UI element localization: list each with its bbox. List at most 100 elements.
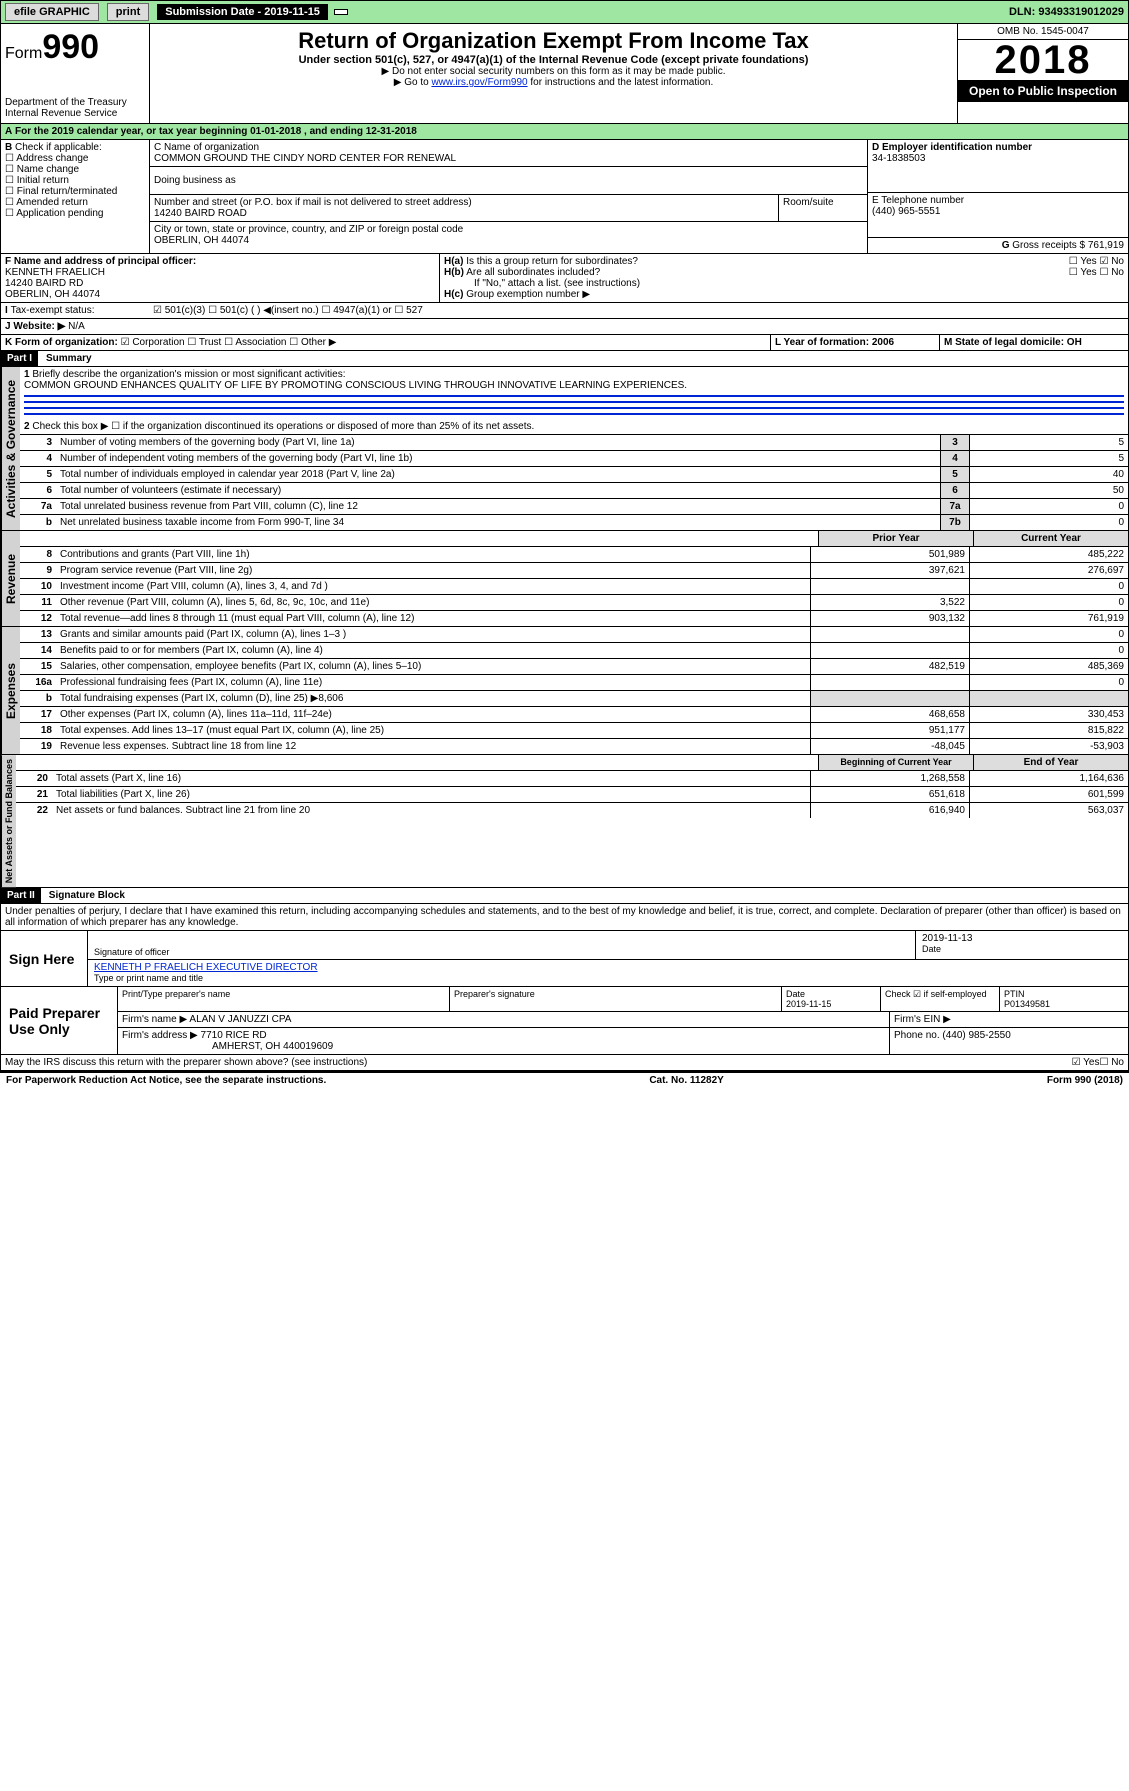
line18-desc: Total expenses. Add lines 13–17 (must eq… [56,723,810,738]
prep-date: 2019-11-15 [786,999,831,1009]
telephone: (440) 965-5551 [872,206,940,217]
firm-name: ALAN V JANUZZI CPA [189,1014,291,1025]
line18-prior: 951,177 [810,723,969,738]
side-revenue: Revenue [1,531,20,626]
line21-desc: Total liabilities (Part X, line 26) [52,787,810,802]
ptin: P01349581 [1004,999,1050,1009]
ha-no[interactable]: No [1099,256,1124,267]
discuss-row: May the IRS discuss this return with the… [0,1055,1129,1071]
line13-current: 0 [969,627,1128,642]
note-ssn: Do not enter social security numbers on … [392,66,725,77]
chk-assoc[interactable]: Association [224,337,286,348]
line9-desc: Program service revenue (Part VIII, line… [56,563,810,578]
officer-name-link[interactable]: KENNETH P FRAELICH EXECUTIVE DIRECTOR [94,962,318,973]
form-header: Form990 Department of the Treasury Inter… [0,24,1129,124]
chk-4947[interactable]: 4947(a)(1) or [321,305,391,316]
chk-corp[interactable]: Corporation [121,337,185,348]
mission-text: COMMON GROUND ENHANCES QUALITY OF LIFE B… [24,380,687,391]
line11-prior: 3,522 [810,595,969,610]
sign-date: 2019-11-13 [922,933,1122,944]
gross-receipts: Gross receipts $ 761,919 [1012,240,1124,251]
line8-desc: Contributions and grants (Part VIII, lin… [56,547,810,562]
ha-label: Is this a group return for subordinates? [466,256,638,267]
website: N/A [68,321,85,332]
c-name-label: C Name of organization [154,142,259,153]
line14-current: 0 [969,643,1128,658]
line21-prior: 651,618 [810,787,969,802]
room-label: Room/suite [783,197,834,208]
addr-label: Number and street (or P.O. box if mail i… [154,197,472,208]
line9-prior: 397,621 [810,563,969,578]
chk-address-change[interactable]: Address change [5,153,88,164]
line4-desc: Number of independent voting members of … [56,451,940,466]
line10-desc: Investment income (Part VIII, column (A)… [56,579,810,594]
part1-revenue: Revenue Prior YearCurrent Year 8Contribu… [0,531,1129,627]
part1-governance: Activities & Governance 1 Briefly descri… [0,367,1129,531]
line14-desc: Benefits paid to or for members (Part IX… [56,643,810,658]
line10-prior [810,579,969,594]
line22-prior: 616,940 [810,803,969,818]
f-label: F Name and address of principal officer: [5,256,196,267]
line3-desc: Number of voting members of the governin… [56,435,940,450]
type-name-label: Type or print name and title [94,973,203,983]
chk-527[interactable]: 527 [394,305,422,316]
self-employed-check[interactable]: Check ☑ if self-employed [881,987,1000,1011]
perjury-text: Under penalties of perjury, I declare th… [0,904,1129,931]
side-governance: Activities & Governance [1,367,20,530]
block-j: J Website: ▶ N/A [0,319,1129,335]
e-label: E Telephone number [872,195,964,206]
part1-expenses: Expenses 13Grants and similar amounts pa… [0,627,1129,755]
k-label: K Form of organization: [5,337,118,348]
line15-prior: 482,519 [810,659,969,674]
line14-prior [810,643,969,658]
chk-trust[interactable]: Trust [187,337,221,348]
chk-final-return[interactable]: Final return/terminated [5,186,117,197]
tax-year-text: For the 2019 calendar year, or tax year … [15,126,417,137]
line20-current: 1,164,636 [969,771,1128,786]
l-label: L Year of formation: 2006 [775,337,894,348]
dba-label: Doing business as [154,175,236,186]
j-label: Website: ▶ [13,321,65,332]
note-goto-pre: Go to [404,77,431,88]
chk-501c[interactable]: 501(c) ( ) ◀(insert no.) [208,305,319,316]
part1-header: Part I Summary [0,351,1129,367]
officer-name: KENNETH FRAELICH [5,267,105,278]
discuss-no[interactable]: No [1099,1057,1124,1068]
form-ref: Form 990 (2018) [1047,1075,1123,1086]
line3-val: 5 [969,435,1128,450]
chk-name-change[interactable]: Name change [5,164,79,175]
paid-preparer-label: Paid Preparer Use Only [1,987,117,1054]
form-word: Form [5,45,42,62]
chk-other[interactable]: Other ▶ [289,337,336,348]
line7a-desc: Total unrelated business revenue from Pa… [56,499,940,514]
line8-prior: 501,989 [810,547,969,562]
line19-current: -53,903 [969,739,1128,754]
line22-desc: Net assets or fund balances. Subtract li… [52,803,810,818]
hb-yes[interactable]: Yes [1069,267,1097,278]
ha-yes[interactable]: Yes [1069,256,1097,267]
chk-app-pending[interactable]: Application pending [5,208,104,219]
hb-no[interactable]: No [1099,267,1124,278]
print-button[interactable]: print [107,3,149,21]
line19-desc: Revenue less expenses. Subtract line 18 … [56,739,810,754]
chk-501c3[interactable]: 501(c)(3) [153,305,205,316]
efile-button[interactable]: efile GRAPHIC [5,3,99,21]
line16a-current: 0 [969,675,1128,690]
block-bcdefg: B Check if applicable: Address change Na… [0,140,1129,254]
sign-date-label: Date [922,944,1122,954]
line16a-desc: Professional fundraising fees (Part IX, … [56,675,810,690]
chk-amended[interactable]: Amended return [5,197,88,208]
cat-no: Cat. No. 11282Y [649,1075,723,1086]
dln: DLN: 93493319012029 [1009,6,1124,18]
g-label: G [1002,240,1010,251]
line7b-desc: Net unrelated business taxable income fr… [56,515,940,530]
line15-current: 485,369 [969,659,1128,674]
line12-current: 761,919 [969,611,1128,626]
tax-year: 2018 [958,40,1128,80]
form990-link[interactable]: www.irs.gov/Form990 [431,77,527,88]
discuss-yes[interactable]: Yes [1072,1057,1100,1068]
line15-desc: Salaries, other compensation, employee b… [56,659,810,674]
tax-year-line: A For the 2019 calendar year, or tax yea… [0,124,1129,140]
line6-val: 50 [969,483,1128,498]
chk-initial-return[interactable]: Initial return [5,175,69,186]
